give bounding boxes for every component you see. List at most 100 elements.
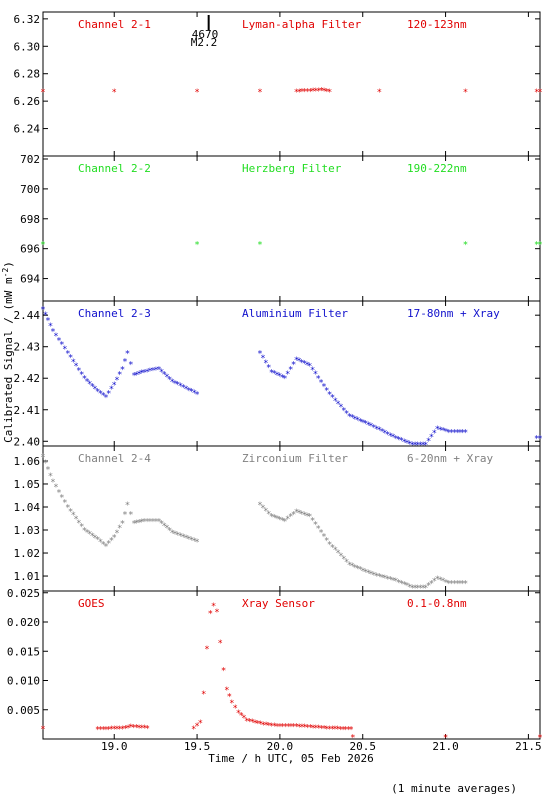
data-point: * (95, 536, 100, 546)
data-point: * (382, 574, 387, 584)
data-point: * (537, 88, 542, 98)
data-point: * (390, 433, 395, 443)
y-tick-label: 0.025 (7, 587, 40, 600)
data-point: * (90, 382, 95, 392)
data-point: * (423, 584, 428, 594)
data-point: * (114, 376, 119, 386)
data-point: * (139, 724, 144, 734)
data-point: * (452, 579, 457, 589)
data-point: * (141, 517, 146, 527)
data-point: * (263, 359, 268, 369)
data-point: * (446, 428, 451, 438)
filter-label: Aluminium Filter (242, 307, 348, 320)
data-point: * (302, 511, 307, 521)
data-point: * (73, 515, 78, 525)
data-point: * (120, 520, 125, 530)
band-label: 6-20nm + Xray (407, 452, 493, 465)
panel-frame (42, 11, 541, 157)
data-point: * (407, 583, 412, 593)
data-point: * (266, 510, 271, 520)
data-point: * (368, 422, 373, 432)
data-point: * (296, 357, 301, 367)
data-point: * (181, 533, 186, 543)
data-point: * (310, 87, 315, 97)
data-point: * (128, 510, 133, 520)
data-point: * (396, 578, 401, 588)
data-point: * (437, 426, 442, 436)
data-point: * (272, 514, 277, 524)
data-point: * (534, 241, 539, 251)
data-point: * (112, 88, 117, 98)
data-point: * (189, 388, 194, 398)
data-point: * (65, 350, 70, 360)
data-point: * (537, 734, 542, 744)
x-tick-label: 20.5 (349, 740, 376, 753)
data-point: * (299, 358, 304, 368)
data-point: * (277, 515, 282, 525)
data-point: * (454, 428, 459, 438)
data-point: * (257, 350, 262, 360)
data-point: * (396, 436, 401, 446)
data-point: * (159, 368, 164, 378)
data-point: * (401, 438, 406, 448)
y-tick-label: 2.43 (14, 341, 41, 354)
data-point: * (40, 241, 45, 251)
data-point: * (377, 573, 382, 583)
data-point: * (257, 241, 262, 251)
data-point: * (341, 406, 346, 416)
data-point: * (452, 428, 457, 438)
data-point: * (355, 564, 360, 574)
data-point: * (307, 513, 312, 523)
data-point: * (324, 88, 329, 98)
data-point: * (432, 429, 437, 439)
data-point: * (156, 517, 161, 527)
data-point: * (123, 724, 128, 734)
data-point: * (43, 311, 48, 321)
data-point: * (371, 571, 376, 581)
data-point: * (426, 437, 431, 447)
y-tick-label: 0.015 (7, 645, 40, 658)
data-point: * (288, 723, 293, 733)
x-tick-label: 19.5 (184, 740, 211, 753)
data-point: * (282, 517, 287, 527)
data-point: * (53, 332, 58, 342)
filter-label: Lyman-alpha Filter (242, 18, 362, 31)
data-point: * (40, 305, 45, 315)
data-point: * (117, 725, 122, 735)
data-point: * (316, 525, 321, 535)
y-tick-label: 696 (20, 243, 40, 256)
data-point: * (131, 723, 136, 733)
data-point: * (407, 440, 412, 450)
data-point: * (263, 721, 268, 731)
data-point: * (280, 723, 285, 733)
data-point: * (463, 428, 468, 438)
data-point: * (420, 584, 425, 594)
panels-group: 6.24 6.26 6.28 6.30 6.32 Channel 2-1 Lyman-alp… (7, 11, 543, 744)
data-point: * (252, 719, 257, 729)
data-point: * (318, 378, 323, 388)
data-point: * (307, 362, 312, 372)
data-point: * (460, 579, 465, 589)
y-tick-label: 0.010 (7, 675, 40, 688)
data-point: * (167, 527, 172, 537)
data-point: * (167, 375, 172, 385)
data-point: * (363, 420, 368, 430)
data-point: * (338, 403, 343, 413)
data-point: * (388, 576, 393, 586)
data-point: * (194, 390, 199, 400)
data-point: * (142, 724, 147, 734)
data-point: * (348, 726, 353, 736)
data-point: * (87, 380, 92, 390)
data-point: * (40, 88, 45, 98)
data-point: * (73, 362, 78, 372)
y-tick-label: 6.26 (14, 95, 41, 108)
data-point: * (324, 386, 329, 396)
data-point: * (347, 413, 352, 423)
data-point: * (352, 415, 357, 425)
data-point: * (313, 87, 318, 97)
data-point: * (305, 87, 310, 97)
data-point: * (236, 709, 241, 719)
data-point: * (145, 724, 150, 734)
data-point: * (139, 518, 144, 528)
